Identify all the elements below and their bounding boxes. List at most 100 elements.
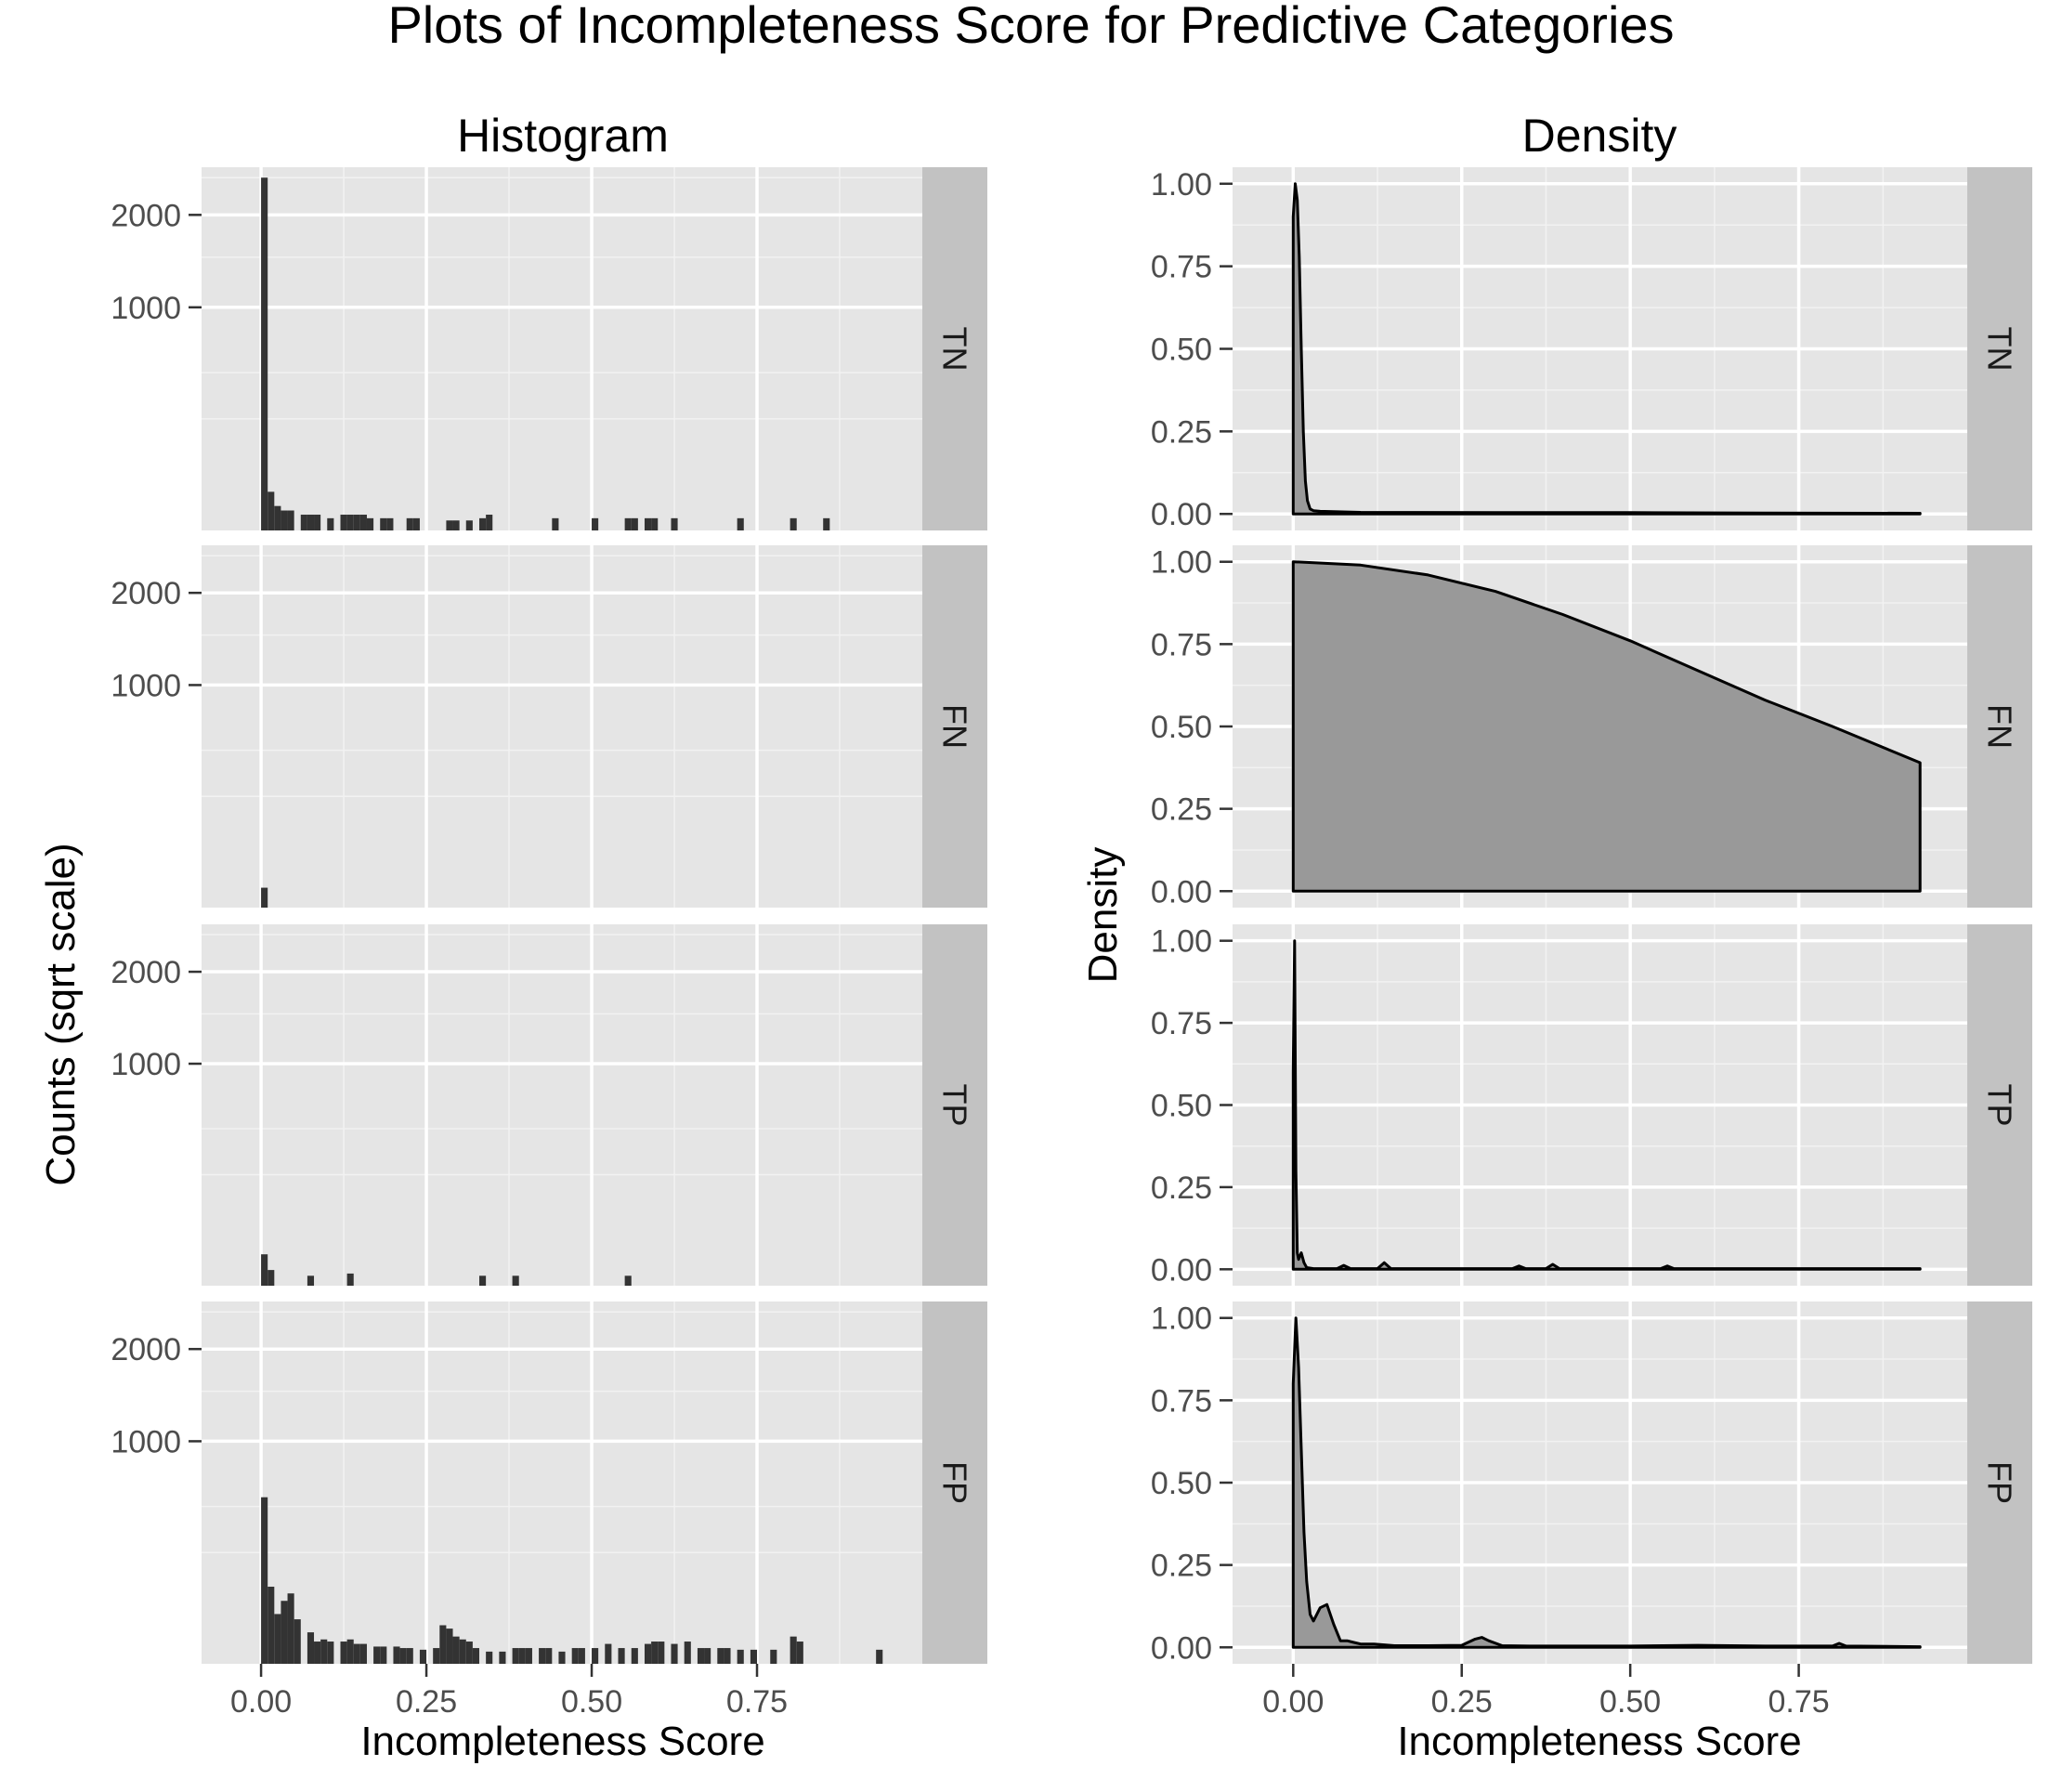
- y-tick-label: 1000: [111, 1424, 181, 1459]
- y-tick-label: 0.25: [1151, 414, 1212, 450]
- histogram-bar: [651, 1642, 659, 1664]
- x-tick-label: 0.75: [726, 1684, 788, 1720]
- histogram-bar: [261, 177, 268, 530]
- histogram-bar: [261, 1254, 268, 1286]
- histogram-bar: [340, 515, 347, 530]
- histogram-bar: [465, 520, 473, 530]
- histogram-bar: [406, 1648, 413, 1664]
- histogram-bar: [433, 1648, 440, 1664]
- histogram-bar: [624, 517, 632, 530]
- histogram-bar: [307, 1275, 315, 1286]
- histogram-bar: [512, 1648, 519, 1664]
- x-tick-label: 0.25: [1431, 1684, 1493, 1720]
- histogram-bar: [644, 1643, 652, 1664]
- histogram-bar: [671, 517, 678, 530]
- histogram-bar: [770, 1649, 777, 1664]
- histogram-bar: [552, 517, 559, 530]
- density-area: [1291, 182, 1922, 516]
- main-title: Plots of Incompleteness Score for Predic…: [387, 0, 1674, 54]
- y-tick-label: 0.75: [1151, 1383, 1212, 1419]
- y-tick-label: 1000: [111, 1047, 181, 1082]
- histogram-bar: [406, 517, 413, 530]
- histogram-bar: [346, 1273, 354, 1286]
- histogram-bar: [393, 1646, 400, 1664]
- histogram-bar: [479, 517, 487, 530]
- histogram-bar: [512, 1275, 519, 1286]
- y-tick-label: 0.50: [1151, 710, 1212, 745]
- facet-strip: [1967, 924, 2032, 1286]
- x-tick-label: 0.25: [396, 1684, 457, 1720]
- histogram-bar: [631, 517, 638, 530]
- histogram-bar: [446, 520, 453, 530]
- y-tick-label: 0.25: [1151, 1549, 1212, 1584]
- y-tick-label: 0.75: [1151, 250, 1212, 285]
- histogram-bar: [737, 1649, 744, 1664]
- histogram-bar: [314, 1642, 321, 1664]
- panel-background: [202, 1301, 922, 1664]
- y-tick-label: 1.00: [1151, 167, 1212, 203]
- histogram-bar: [353, 1643, 360, 1664]
- histogram-bar: [486, 515, 493, 530]
- histogram-bar: [605, 1643, 612, 1664]
- histogram-bar: [268, 1587, 275, 1664]
- histogram-bar: [359, 515, 367, 530]
- density-area: [1291, 939, 1922, 1271]
- histogram-bar: [486, 1651, 493, 1664]
- density-title: Density: [1522, 110, 1677, 162]
- histogram-bar: [737, 517, 744, 530]
- histogram-bar: [353, 515, 360, 530]
- panel-background: [202, 545, 922, 908]
- density-panel-fn: 0.00 0.25 0.50 0.75 1.00 FN: [1151, 545, 2032, 909]
- facet-strip: [922, 545, 987, 908]
- histogram-bar: [452, 1636, 460, 1664]
- histogram-bar: [631, 1648, 638, 1664]
- histogram-bar: [327, 517, 334, 530]
- panel-background: [202, 924, 922, 1286]
- histogram-bar: [320, 1639, 328, 1664]
- x-tick-label: 0.00: [230, 1684, 292, 1720]
- histogram-bar: [380, 517, 387, 530]
- facet-strip-label: TP: [1981, 1083, 2019, 1126]
- histogram-bar: [399, 1648, 407, 1664]
- y-tick-label: 0.00: [1151, 1630, 1212, 1666]
- y-tick-label: 0.75: [1151, 627, 1212, 662]
- histogram-bar: [571, 1648, 579, 1664]
- histogram-bar: [539, 1648, 546, 1664]
- histogram-bar: [261, 887, 268, 908]
- histogram-bar: [419, 1649, 427, 1664]
- histogram-bar: [558, 1651, 566, 1664]
- histogram-y-axis-title: Counts (sqrt scale): [38, 843, 84, 1185]
- facet-strip: [1967, 1301, 2032, 1664]
- histogram-bar: [287, 1593, 294, 1664]
- histogram-bar: [439, 1625, 447, 1664]
- histogram-bar: [340, 1642, 347, 1664]
- histogram-bar: [412, 517, 420, 530]
- density-panel-tn: 0.00 0.25 0.50 0.75 1.00 TN: [1151, 167, 2032, 532]
- histogram-bar: [261, 1497, 268, 1664]
- histogram-bar: [274, 505, 281, 530]
- histogram-bar: [281, 510, 288, 530]
- histogram-bar: [578, 1648, 585, 1664]
- histogram-bar: [373, 1646, 381, 1664]
- histogram-bar: [281, 1601, 288, 1664]
- y-tick-label: 1000: [111, 668, 181, 703]
- histogram-bar: [294, 1619, 301, 1664]
- histogram-bar: [592, 517, 599, 530]
- x-tick-label: 0.50: [1599, 1684, 1661, 1720]
- histogram-bar: [446, 1628, 453, 1664]
- facet-strip: [1967, 167, 2032, 530]
- histogram-bar: [300, 515, 307, 530]
- histogram-bar: [327, 1642, 334, 1664]
- histogram-bar: [307, 1632, 315, 1664]
- histogram-bar: [472, 1648, 480, 1664]
- plot-area: 1000 2000 TN 1000 2000 FN 1000 2000 TP 1000 2000 FP…: [111, 167, 2032, 1720]
- panel-background: [202, 167, 922, 530]
- histogram-bar: [346, 1639, 354, 1664]
- histogram-bar: [499, 1651, 506, 1664]
- histogram-bar: [624, 1275, 632, 1286]
- facet-strip-label: TN: [936, 327, 974, 372]
- density-area: [1291, 1316, 1922, 1649]
- y-tick-label: 0.00: [1151, 497, 1212, 532]
